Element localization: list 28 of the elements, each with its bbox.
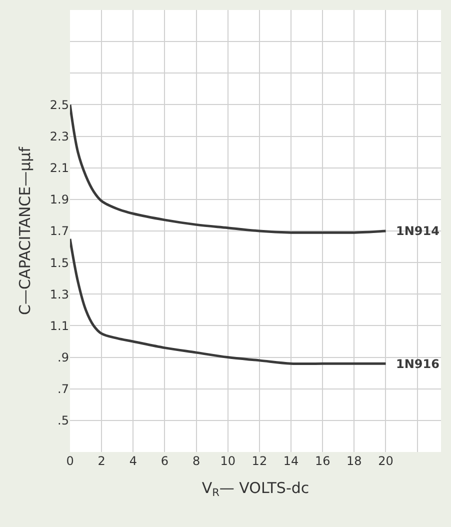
x-tick-label: 10 xyxy=(220,454,236,468)
line-series xyxy=(70,103,387,234)
series-label: 1N916 xyxy=(396,357,440,371)
x-tick-label: 18 xyxy=(346,454,362,468)
y-tick-label: .9 xyxy=(58,350,69,364)
x-tick-label: 6 xyxy=(160,454,169,468)
x-tick-label: 2 xyxy=(98,454,106,468)
x-tick-label: 14 xyxy=(283,454,299,468)
x-tick-label: 8 xyxy=(192,454,200,468)
y-tick-label: 1.1 xyxy=(50,318,69,333)
y-tick-label: 2.5 xyxy=(50,98,69,112)
y-tick-label: 1.3 xyxy=(50,287,69,302)
y-tick-label: 2.3 xyxy=(50,129,69,144)
x-tick-label: 0 xyxy=(66,454,74,468)
y-tick-label: .7 xyxy=(58,382,69,396)
y-tick-label: .5 xyxy=(58,414,69,428)
series-label: 1N914 xyxy=(396,224,440,238)
x-tick-label: 16 xyxy=(314,454,330,468)
x-axis-title: V$_{R}$— VOLTS-dc xyxy=(202,479,310,500)
y-tick-label: 1.7 xyxy=(50,224,69,238)
y-axis-title: C—CAPACITANCE—μμf xyxy=(16,146,34,315)
y-tick-label: 2.1 xyxy=(50,161,69,176)
y-tick-label: 1.9 xyxy=(50,192,69,207)
line-series xyxy=(70,238,387,366)
x-tick-label: 12 xyxy=(252,454,268,468)
x-tick-label: 4 xyxy=(129,454,137,468)
x-tick-label: 20 xyxy=(378,454,394,468)
y-tick-label: 1.5 xyxy=(50,256,69,270)
